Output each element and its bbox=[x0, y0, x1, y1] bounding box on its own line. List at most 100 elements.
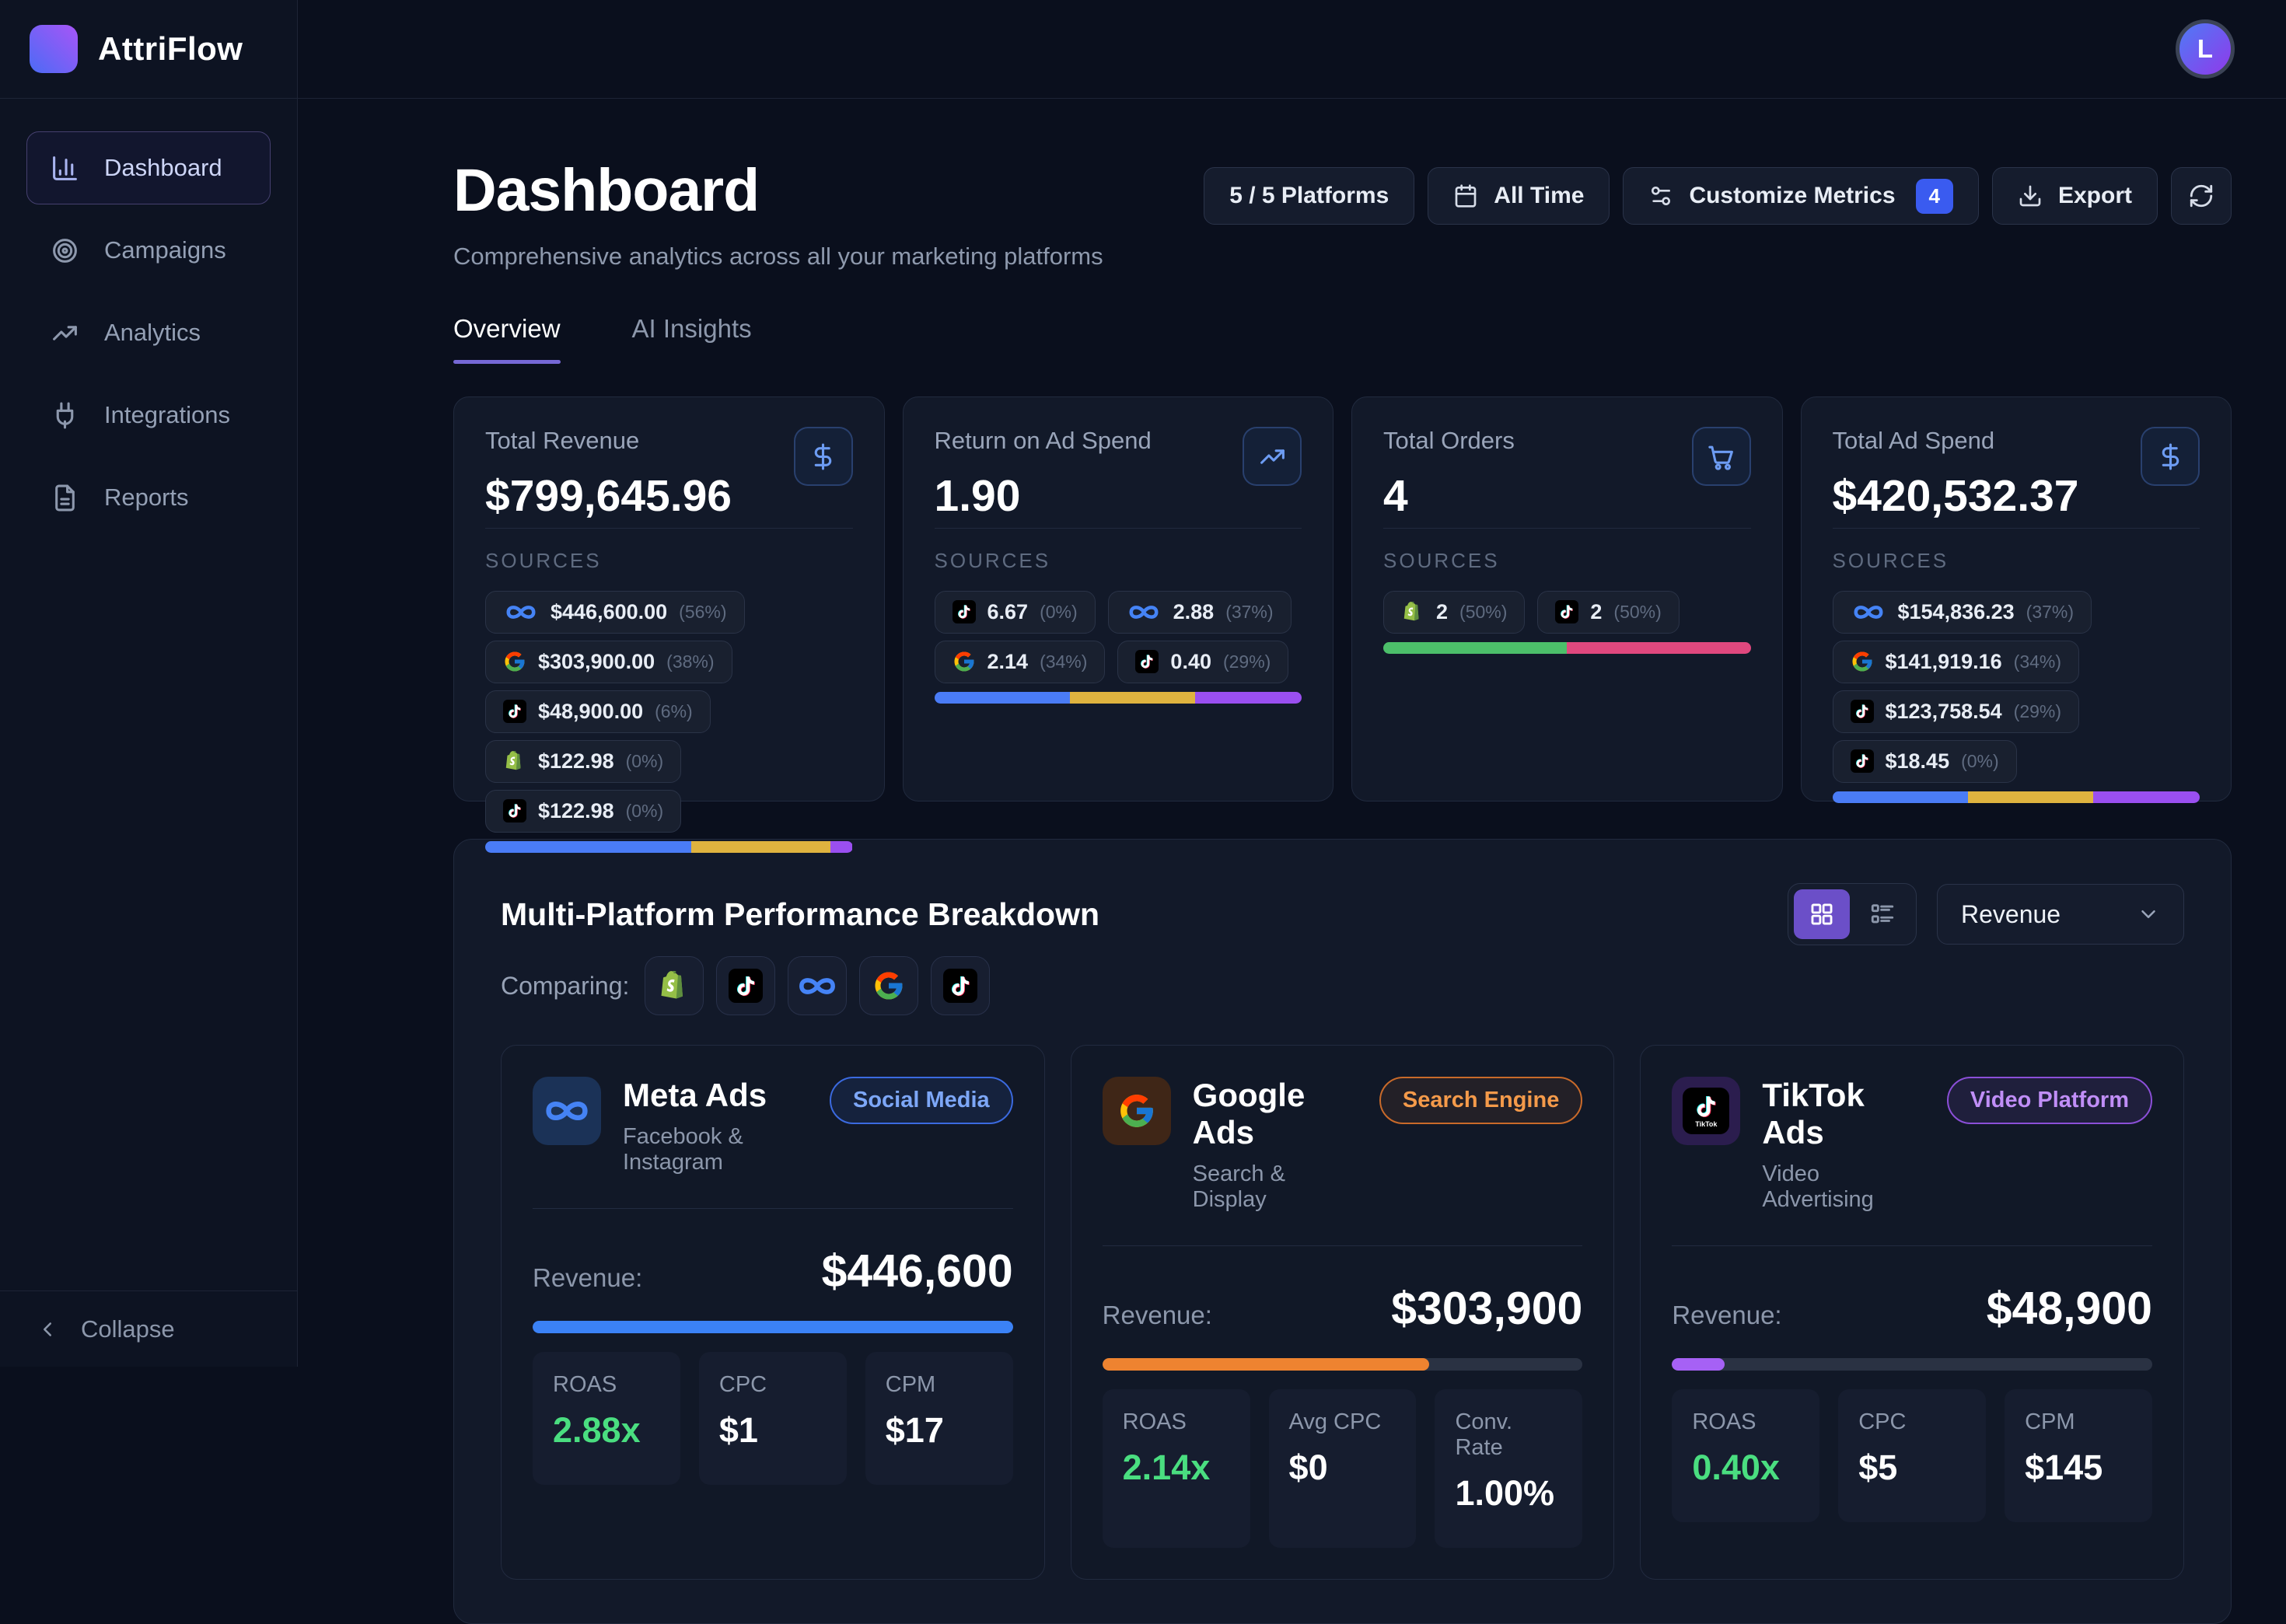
list-view-button[interactable] bbox=[1854, 889, 1910, 939]
tiktok-icon bbox=[729, 969, 764, 1003]
stat-tile-conv-rate: Conv. Rate 1.00% bbox=[1435, 1389, 1583, 1548]
stat-tile-label: ROAS bbox=[1692, 1409, 1756, 1434]
grid-view-button[interactable] bbox=[1794, 889, 1850, 939]
source-percent: (29%) bbox=[2013, 700, 2062, 721]
stat-tile-value: $5 bbox=[1858, 1448, 1898, 1487]
stat-card-value: $420,532.37 bbox=[1832, 471, 2079, 521]
stat-tile-label: ROAS bbox=[553, 1372, 617, 1397]
target-icon bbox=[51, 236, 79, 265]
source-percent: (37%) bbox=[1225, 601, 1274, 622]
revenue-label: Revenue: bbox=[533, 1263, 643, 1292]
brand[interactable]: AttriFlow bbox=[0, 0, 297, 99]
platforms-filter-button[interactable]: 5 / 5 Platforms bbox=[1204, 167, 1415, 225]
stat-card-value: $799,645.96 bbox=[485, 471, 732, 521]
sources-label: SOURCES bbox=[934, 548, 1051, 572]
stat-card-title: Total Ad Spend bbox=[1832, 427, 1995, 454]
stat-tile-label: CPC bbox=[1858, 1409, 1907, 1434]
revenue-progress-bar bbox=[533, 1321, 1013, 1333]
source-percent: (34%) bbox=[2013, 651, 2062, 672]
stat-card-title: Total Orders bbox=[1383, 427, 1515, 454]
meta-icon bbox=[795, 974, 839, 998]
stat-tile-roas: ROAS 2.14x bbox=[1102, 1389, 1250, 1548]
revenue-label: Revenue: bbox=[1102, 1301, 1212, 1329]
stat-tile-roas: ROAS 0.40x bbox=[1672, 1389, 1820, 1522]
source-percent: (56%) bbox=[679, 601, 727, 622]
main-area: L Dashboard Comprehensive analytics acro… bbox=[298, 0, 2286, 1624]
customize-metrics-button[interactable]: Customize Metrics 4 bbox=[1623, 167, 1979, 225]
meta-icon bbox=[1126, 602, 1162, 622]
stat-tile-roas: ROAS 2.88x bbox=[533, 1352, 680, 1485]
brand-name: AttriFlow bbox=[98, 30, 243, 67]
sidebar-item-analytics[interactable]: Analytics bbox=[26, 296, 271, 369]
sidebar-item-dashboard[interactable]: Dashboard bbox=[26, 131, 271, 204]
tiktok-icon bbox=[952, 600, 976, 624]
stat-tile-cpm: CPM $145 bbox=[2005, 1389, 2152, 1522]
stat-card-title: Total Revenue bbox=[485, 427, 640, 454]
revenue-value: $303,900 bbox=[1391, 1283, 1583, 1334]
breakdown-section: Multi-Platform Performance Breakdown Rev… bbox=[453, 839, 2232, 1624]
stat-card-return-on-ad-spend: Return on Ad Spend 1.90 SOURCES 6.67 (0%) 2.8… bbox=[902, 396, 1334, 802]
source-percent: (6%) bbox=[655, 700, 693, 721]
stat-tile-label: Avg CPC bbox=[1288, 1409, 1382, 1434]
comparing-platforms bbox=[645, 956, 991, 1015]
platform-cards-row: Meta Ads Facebook & Instagram Social Media… bbox=[501, 1045, 2184, 1580]
sidebar-item-reports[interactable]: Reports bbox=[26, 461, 271, 534]
tab-ai-insights[interactable]: AI Insights bbox=[632, 314, 752, 364]
avatar[interactable]: L bbox=[2176, 19, 2235, 79]
export-button[interactable]: Export bbox=[1991, 167, 2158, 225]
comparing-platform-tiktok[interactable] bbox=[931, 956, 991, 1015]
source-value: $18.45 bbox=[1885, 749, 1950, 773]
source-percent: (50%) bbox=[1459, 601, 1508, 622]
source-value: 2 bbox=[1590, 599, 1603, 623]
source-percent: (37%) bbox=[2026, 601, 2075, 622]
stat-card-total-orders: Total Orders 4 SOURCES 2 (50%) 2 (50%) bbox=[1351, 396, 1783, 802]
source-percent: (0%) bbox=[1040, 601, 1078, 622]
source-value: 0.40 bbox=[1170, 649, 1211, 673]
metric-dropdown-value: Revenue bbox=[1961, 899, 2061, 928]
google-icon bbox=[872, 969, 905, 1002]
comparing-platform-meta[interactable] bbox=[788, 956, 848, 1015]
sources-label: SOURCES bbox=[1383, 548, 1500, 572]
stat-tile-cpm: CPM $17 bbox=[865, 1352, 1013, 1485]
source-percent: (38%) bbox=[666, 651, 715, 672]
trending-up-icon bbox=[51, 319, 79, 348]
platform-category-badge: Video Platform bbox=[1946, 1077, 2152, 1124]
refresh-button[interactable] bbox=[2171, 167, 2232, 225]
sidebar-collapse-button[interactable]: Collapse bbox=[0, 1290, 297, 1367]
source-chip-tiktok: $18.45 (0%) bbox=[1832, 739, 2017, 783]
calendar-icon bbox=[1453, 183, 1478, 208]
revenue-progress-bar bbox=[1672, 1358, 2152, 1371]
comparing-platform-shopify[interactable] bbox=[645, 956, 704, 1015]
source-value: $154,836.23 bbox=[1897, 599, 2015, 623]
platform-name: TikTok Ads bbox=[1762, 1077, 1865, 1151]
comparing-platform-google[interactable] bbox=[859, 956, 919, 1015]
time-range-button[interactable]: All Time bbox=[1428, 167, 1610, 225]
platforms-filter-label: 5 / 5 Platforms bbox=[1229, 183, 1389, 208]
dollar-icon bbox=[2141, 427, 2200, 486]
revenue-value: $446,600 bbox=[821, 1245, 1013, 1297]
source-value: $123,758.54 bbox=[1885, 699, 2002, 723]
stat-card-total-revenue: Total Revenue $799,645.96 SOURCES $446,600.… bbox=[453, 396, 885, 853]
tiktok-icon bbox=[943, 969, 978, 1003]
comparing-platform-tiktok[interactable] bbox=[716, 956, 776, 1015]
tab-ai-insights-label: AI Insights bbox=[631, 314, 752, 343]
source-percent: (0%) bbox=[625, 750, 664, 771]
metric-dropdown[interactable]: Revenue bbox=[1937, 884, 2184, 945]
google-icon bbox=[1851, 650, 1874, 673]
source-chip-google: $303,900.00 (38%) bbox=[485, 640, 732, 683]
stat-tile-label: ROAS bbox=[1122, 1409, 1187, 1434]
platform-name: Google Ads bbox=[1192, 1077, 1306, 1151]
sidebar-item-campaigns[interactable]: Campaigns bbox=[26, 214, 271, 287]
platform-subtitle: Facebook & Instagram bbox=[623, 1124, 743, 1175]
platform-category-badge: Social Media bbox=[829, 1077, 1013, 1124]
dollar-icon bbox=[793, 427, 853, 486]
collapse-label: Collapse bbox=[81, 1315, 175, 1343]
sidebar-item-integrations[interactable]: Integrations bbox=[26, 379, 271, 452]
plug-icon bbox=[51, 401, 79, 430]
source-distribution-bar bbox=[1832, 791, 2200, 803]
source-chip-shopify: 2 (50%) bbox=[1383, 590, 1526, 634]
sources-label: SOURCES bbox=[1832, 548, 1949, 572]
bar-chart-icon bbox=[51, 154, 79, 183]
tab-overview[interactable]: Overview bbox=[453, 314, 561, 364]
source-value: 2.88 bbox=[1173, 599, 1215, 623]
